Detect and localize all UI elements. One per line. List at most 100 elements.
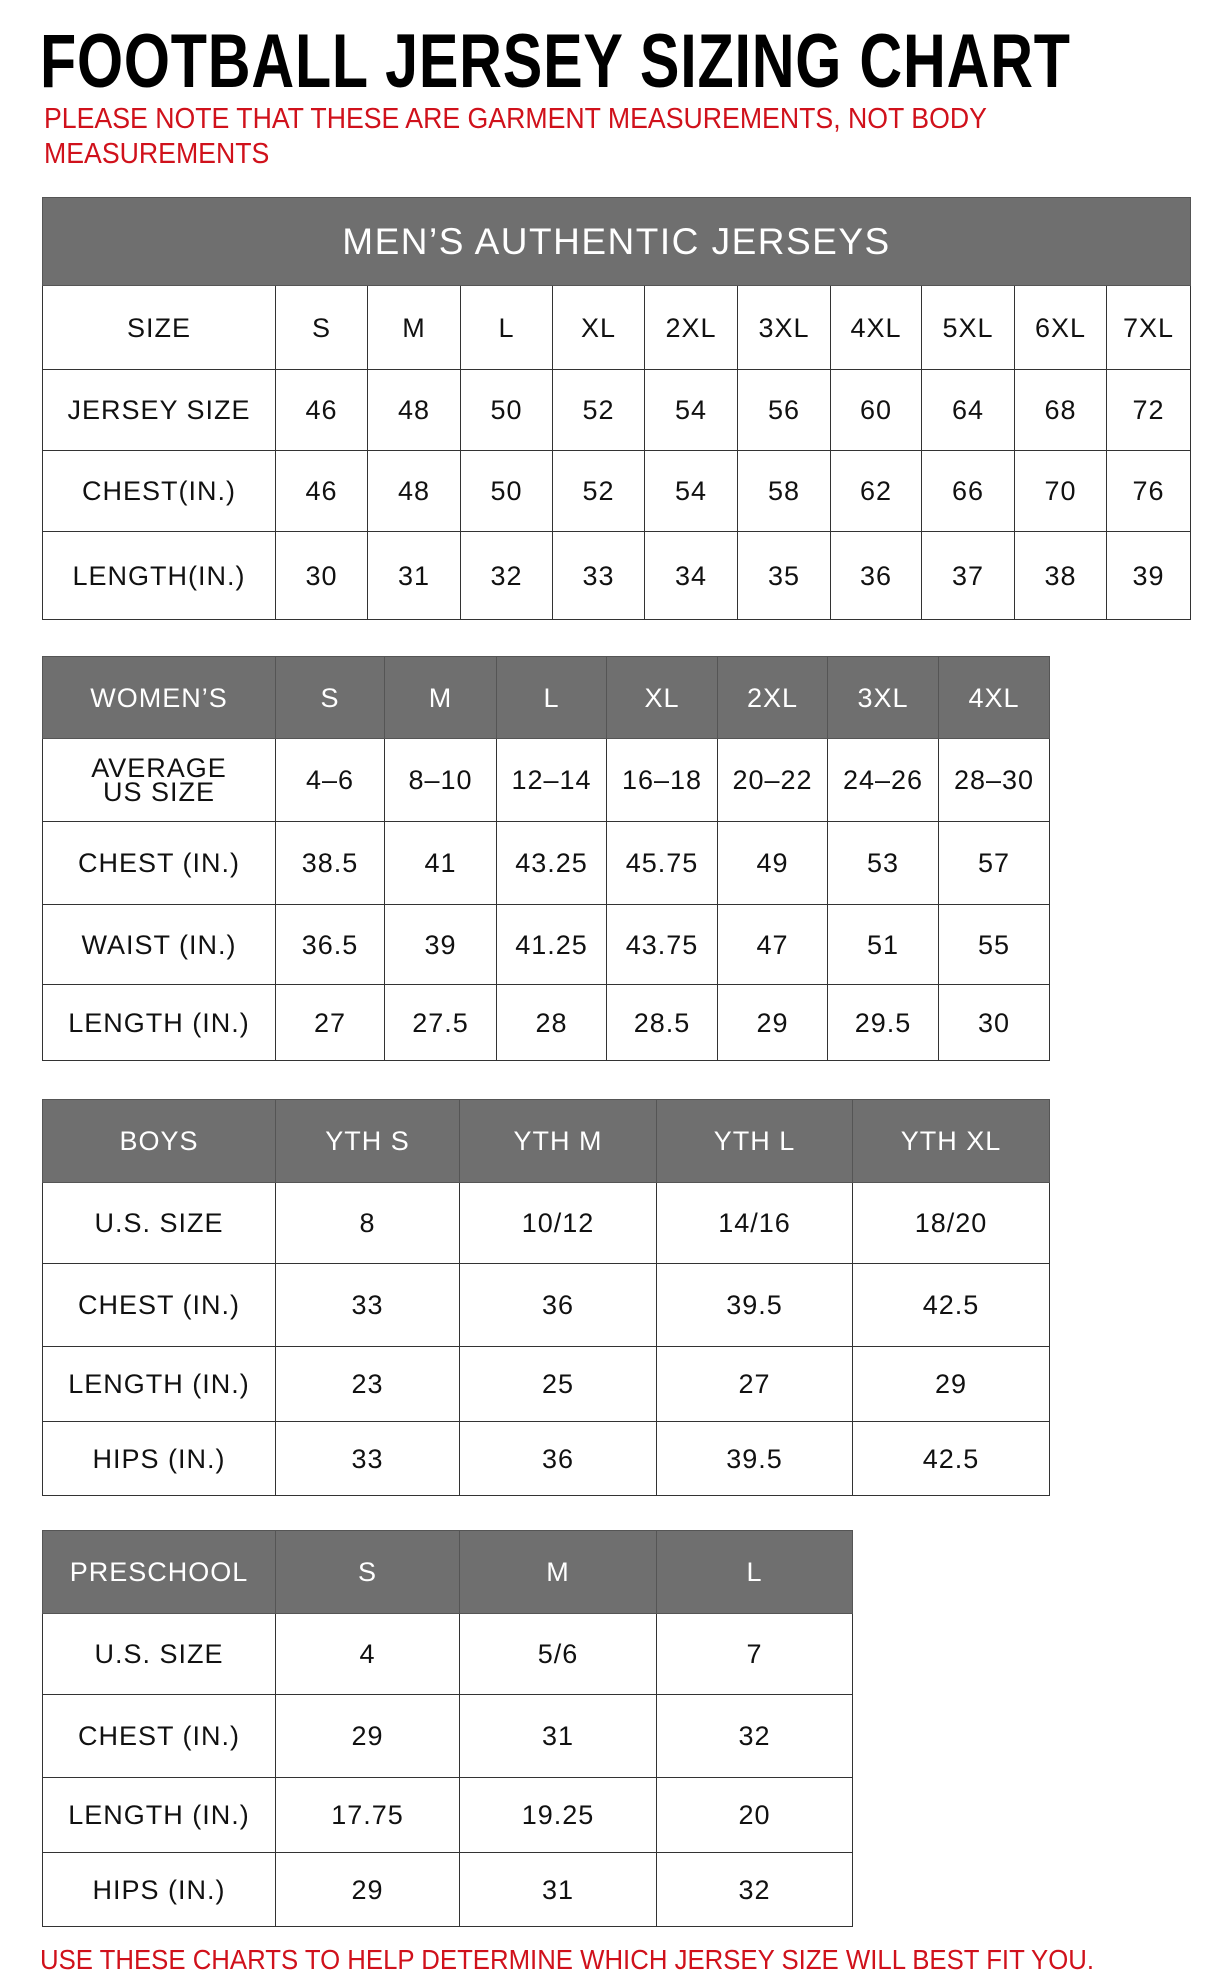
measurement-cell: 7 <box>656 1613 853 1695</box>
measurement-cell: 36 <box>830 531 922 620</box>
measurement-cell: 39.5 <box>656 1263 853 1347</box>
womens-header-row: WOMEN’S S M L XL 2XL 3XL 4XL <box>42 656 1050 739</box>
measurement-cell: 28 <box>496 984 607 1061</box>
measurement-cell: 25 <box>459 1346 657 1422</box>
measurement-cell: 39.5 <box>656 1421 853 1496</box>
measurement-cell: 54 <box>644 450 738 532</box>
row-label: CHEST (IN.) <box>42 821 276 905</box>
measurement-cell: 58 <box>737 450 831 532</box>
measurement-cell: 36 <box>459 1263 657 1347</box>
preschool-header-label: PRESCHOOL <box>42 1530 276 1614</box>
mens-header-label: SIZE <box>42 285 276 370</box>
measurement-cell: 39 <box>1106 531 1191 620</box>
size-column-header: M <box>384 656 497 739</box>
measurement-cell: 70 <box>1014 450 1107 532</box>
measurement-cell: 20 <box>656 1777 853 1853</box>
size-column-header: YTH L <box>656 1099 853 1183</box>
measurement-cell: 28.5 <box>606 984 718 1061</box>
measurement-cell: 8–10 <box>384 738 497 822</box>
boys-header-row: BOYS YTH S YTH M YTH L YTH XL <box>42 1099 1050 1183</box>
row-label: LENGTH (IN.) <box>42 984 276 1061</box>
table-row: CHEST (IN.) 38.5 41 43.25 45.75 49 53 57 <box>42 821 1050 905</box>
measurement-cell: 32 <box>656 1694 853 1778</box>
measurement-cell: 4 <box>275 1613 460 1695</box>
measurement-cell: 45.75 <box>606 821 718 905</box>
row-label: HIPS (IN.) <box>42 1421 276 1496</box>
size-column-header: 3XL <box>827 656 939 739</box>
measurement-cell: 41.25 <box>496 904 607 985</box>
footer-note: USE THESE CHARTS TO HELP DETERMINE WHICH… <box>40 1944 1095 1975</box>
measurement-cell: 27 <box>275 984 385 1061</box>
measurement-cell: 33 <box>275 1421 460 1496</box>
measurement-cell: 12–14 <box>496 738 607 822</box>
measurement-cell: 39 <box>384 904 497 985</box>
size-column-header: YTH M <box>459 1099 657 1183</box>
measurement-cell: 68 <box>1014 369 1107 451</box>
measurement-cell: 14/16 <box>656 1182 853 1264</box>
size-column-header: 2XL <box>717 656 828 739</box>
measurement-cell: 30 <box>938 984 1050 1061</box>
size-column-header: L <box>460 285 553 370</box>
measurement-cell: 36.5 <box>275 904 385 985</box>
garment-measurement-note: PLEASE NOTE THAT THESE ARE GARMENT MEASU… <box>44 103 987 170</box>
womens-size-table: WOMEN’S S M L XL 2XL 3XL 4XL AVERAGE US SIZE 4–6 8… <box>42 656 1050 1061</box>
table-row: JERSEY SIZE 46 48 50 52 54 56 60 64 68 72 <box>42 369 1191 451</box>
measurement-cell: 76 <box>1106 450 1191 532</box>
measurement-cell: 27.5 <box>384 984 497 1061</box>
measurement-cell: 42.5 <box>852 1263 1050 1347</box>
table-row: LENGTH (IN.) 23 25 27 29 <box>42 1346 1050 1422</box>
row-label: CHEST(IN.) <box>42 450 276 532</box>
table-row: HIPS (IN.) 33 36 39.5 42.5 <box>42 1421 1050 1496</box>
table-row: CHEST (IN.) 33 36 39.5 42.5 <box>42 1263 1050 1347</box>
measurement-cell: 16–18 <box>606 738 718 822</box>
size-column-header: 4XL <box>938 656 1050 739</box>
row-label: U.S. SIZE <box>42 1182 276 1264</box>
measurement-cell: 41 <box>384 821 497 905</box>
size-column-header: 5XL <box>921 285 1015 370</box>
row-label: LENGTH (IN.) <box>42 1777 276 1853</box>
measurement-cell: 60 <box>830 369 922 451</box>
size-column-header: S <box>275 285 368 370</box>
size-column-header: XL <box>552 285 645 370</box>
measurement-cell: 31 <box>459 1852 657 1927</box>
preschool-size-table: PRESCHOOL S M L U.S. SIZE 4 5/6 7 CHEST (IN.) 29 3… <box>42 1530 853 1927</box>
row-label: LENGTH(IN.) <box>42 531 276 620</box>
table-row: U.S. SIZE 8 10/12 14/16 18/20 <box>42 1182 1050 1264</box>
mens-banner-title: MEN’S AUTHENTIC JERSEYS <box>42 197 1191 286</box>
measurement-cell: 64 <box>921 369 1015 451</box>
measurement-cell: 29 <box>717 984 828 1061</box>
measurement-cell: 31 <box>367 531 461 620</box>
row-label: JERSEY SIZE <box>42 369 276 451</box>
measurement-cell: 32 <box>460 531 553 620</box>
measurement-cell: 38 <box>1014 531 1107 620</box>
measurement-cell: 18/20 <box>852 1182 1050 1264</box>
row-label: CHEST (IN.) <box>42 1694 276 1778</box>
measurement-cell: 51 <box>827 904 939 985</box>
measurement-cell: 27 <box>656 1346 853 1422</box>
measurement-cell: 56 <box>737 369 831 451</box>
table-row: CHEST(IN.) 46 48 50 52 54 58 62 66 70 76 <box>42 450 1191 532</box>
measurement-cell: 52 <box>552 450 645 532</box>
measurement-cell: 62 <box>830 450 922 532</box>
measurement-cell: 57 <box>938 821 1050 905</box>
measurement-cell: 66 <box>921 450 1015 532</box>
table-row: LENGTH(IN.) 30 31 32 33 34 35 36 37 38 39 <box>42 531 1191 620</box>
measurement-cell: 29 <box>852 1346 1050 1422</box>
measurement-cell: 10/12 <box>459 1182 657 1264</box>
table-row: WAIST (IN.) 36.5 39 41.25 43.75 47 51 55 <box>42 904 1050 985</box>
measurement-cell: 20–22 <box>717 738 828 822</box>
measurement-cell: 5/6 <box>459 1613 657 1695</box>
measurement-cell: 33 <box>552 531 645 620</box>
size-column-header: 4XL <box>830 285 922 370</box>
row-label: LENGTH (IN.) <box>42 1346 276 1422</box>
table-row: CHEST (IN.) 29 31 32 <box>42 1694 853 1778</box>
measurement-cell: 46 <box>275 369 368 451</box>
measurement-cell: 53 <box>827 821 939 905</box>
preschool-header-row: PRESCHOOL S M L <box>42 1530 853 1614</box>
measurement-cell: 31 <box>459 1694 657 1778</box>
size-column-header: S <box>275 656 385 739</box>
measurement-cell: 17.75 <box>275 1777 460 1853</box>
table-row: LENGTH (IN.) 27 27.5 28 28.5 29 29.5 30 <box>42 984 1050 1061</box>
size-column-header: 7XL <box>1106 285 1191 370</box>
measurement-cell: 54 <box>644 369 738 451</box>
